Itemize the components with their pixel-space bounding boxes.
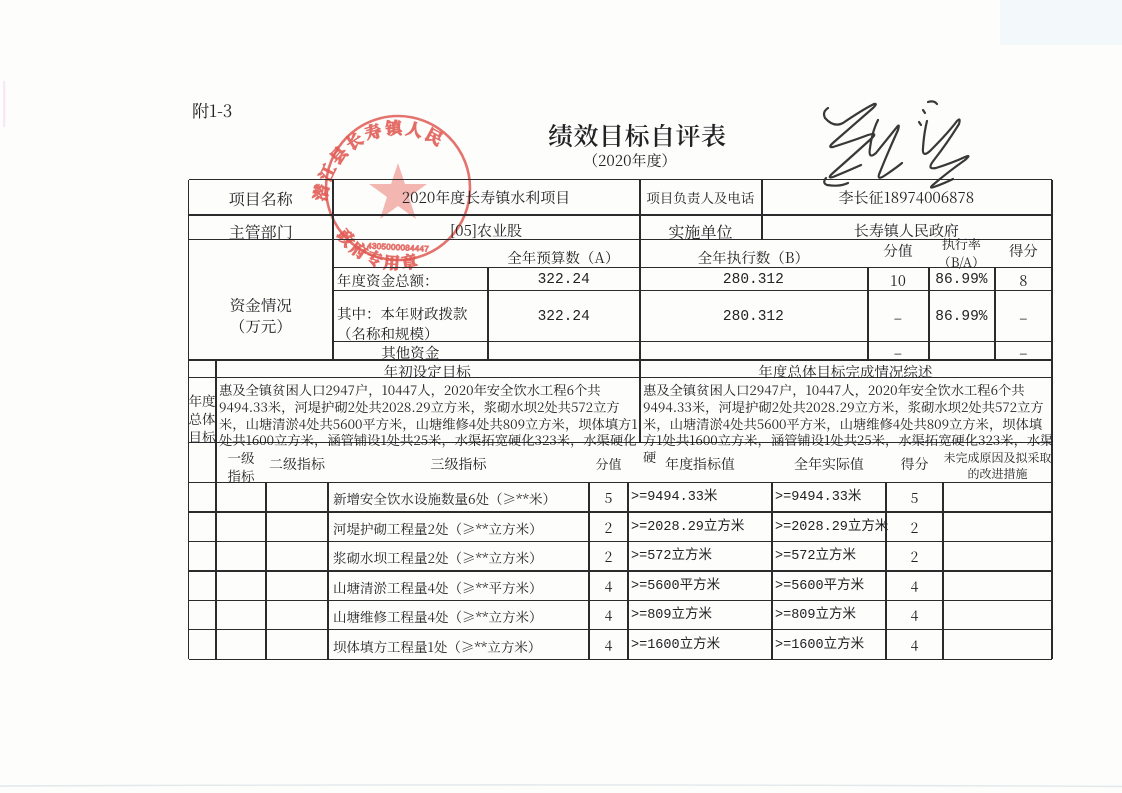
svg-text:4305000084447: 4305000084447 [367,241,429,253]
